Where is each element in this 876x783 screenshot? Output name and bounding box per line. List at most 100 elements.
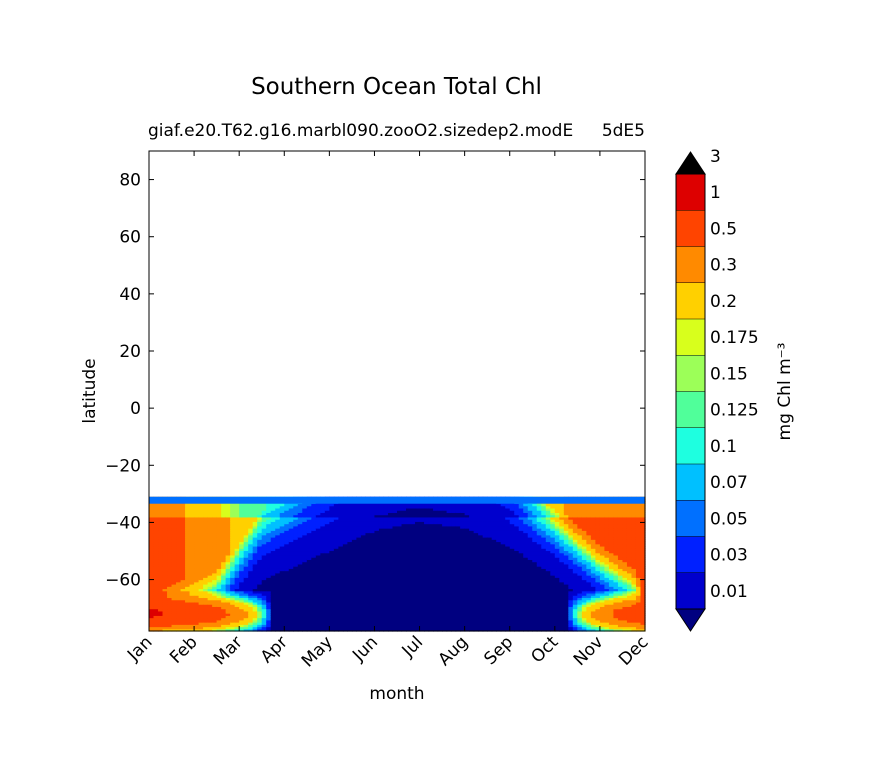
contour-cell (369, 550, 376, 554)
contour-cell (284, 545, 290, 549)
contour-cell (284, 512, 290, 516)
contour-cell (419, 572, 425, 576)
contour-cell (203, 512, 209, 516)
contour-cell (365, 595, 371, 599)
contour-cell (216, 552, 222, 556)
contour-cell (460, 530, 466, 534)
contour-cell (509, 626, 515, 630)
contour-cell (342, 507, 348, 511)
contour-cell (518, 592, 524, 596)
contour-cell (288, 532, 294, 536)
contour-cell (464, 599, 470, 603)
contour-cell (189, 534, 195, 538)
contour-cell (455, 595, 461, 599)
contour-cell (342, 554, 348, 558)
contour-cell (505, 507, 511, 511)
contour-cell (356, 584, 362, 587)
contour-cell (478, 570, 484, 574)
contour-cell (248, 626, 254, 630)
contour-cell (189, 584, 195, 587)
contour-cell (293, 550, 299, 554)
contour-cell (338, 597, 344, 601)
contour-cell (167, 539, 173, 543)
contour-cell (500, 572, 506, 576)
contour-cell (284, 554, 290, 558)
contour-cell (365, 552, 371, 556)
contour-cell (270, 615, 276, 619)
contour-cell (180, 545, 186, 549)
contour-cell (257, 606, 263, 610)
contour-cell (329, 514, 335, 518)
contour-cell (302, 521, 308, 525)
contour-cell (406, 584, 412, 587)
contour-cell (433, 581, 439, 585)
contour-cell (243, 590, 249, 594)
contour-cell (424, 597, 430, 601)
contour-cell (261, 626, 267, 630)
contour-cell (239, 624, 245, 628)
contour-cell (203, 528, 209, 531)
contour-cell (315, 521, 321, 525)
contour-cell (158, 543, 164, 547)
contour-cell (397, 624, 403, 628)
contour-cell (171, 617, 177, 621)
contour-cell (338, 563, 344, 567)
contour-cell (212, 604, 218, 607)
contour-cell (162, 570, 168, 574)
contour-cell (297, 599, 303, 603)
contour-cell (446, 541, 452, 545)
contour-cell (410, 575, 416, 578)
contour-cell (347, 525, 353, 529)
contour-cell (221, 626, 227, 630)
contour-cell (342, 604, 348, 607)
contour-cell (473, 615, 479, 619)
contour-cell (451, 554, 457, 558)
contour-cell (216, 503, 222, 507)
contour-cell (464, 604, 470, 607)
contour-cell (252, 537, 258, 540)
contour-cell (518, 579, 524, 583)
contour-cell (410, 579, 416, 583)
contour-cell (320, 624, 326, 628)
contour-cell (369, 525, 376, 529)
contour-cell (491, 519, 497, 522)
contour-cell (198, 532, 204, 536)
contour-cell (487, 575, 493, 578)
contour-cell (347, 575, 353, 578)
contour-cell (234, 599, 240, 603)
contour-cell (257, 523, 263, 527)
contour-cell (329, 559, 335, 563)
contour-cell (158, 554, 164, 558)
contour-cell (383, 507, 389, 511)
contour-cell (428, 541, 434, 545)
contour-cell (401, 505, 407, 509)
contour-cell (487, 610, 493, 614)
contour-cell (306, 514, 312, 518)
contour-cell (442, 590, 448, 594)
contour-cell (469, 586, 475, 590)
contour-cell (189, 610, 195, 614)
contour-cell (189, 532, 195, 536)
contour-cell (252, 572, 258, 576)
contour-cell (230, 588, 236, 592)
contour-cell (424, 622, 430, 625)
contour-cell (410, 622, 416, 625)
contour-cell (365, 516, 371, 520)
contour-cell (302, 610, 308, 614)
contour-cell (446, 604, 452, 607)
contour-cell (442, 622, 448, 625)
contour-cell (153, 543, 159, 547)
contour-cell (360, 552, 367, 556)
contour-cell (279, 514, 285, 518)
contour-cell (342, 532, 348, 536)
contour-cell (369, 606, 376, 610)
contour-cell (518, 505, 524, 509)
contour-cell (153, 532, 159, 536)
contour-cell (333, 557, 339, 560)
contour-cell (406, 597, 412, 601)
contour-cell (500, 624, 506, 628)
contour-cell (392, 539, 398, 543)
contour-cell (491, 543, 497, 547)
contour-cell (365, 599, 371, 603)
contour-cell (491, 521, 497, 525)
